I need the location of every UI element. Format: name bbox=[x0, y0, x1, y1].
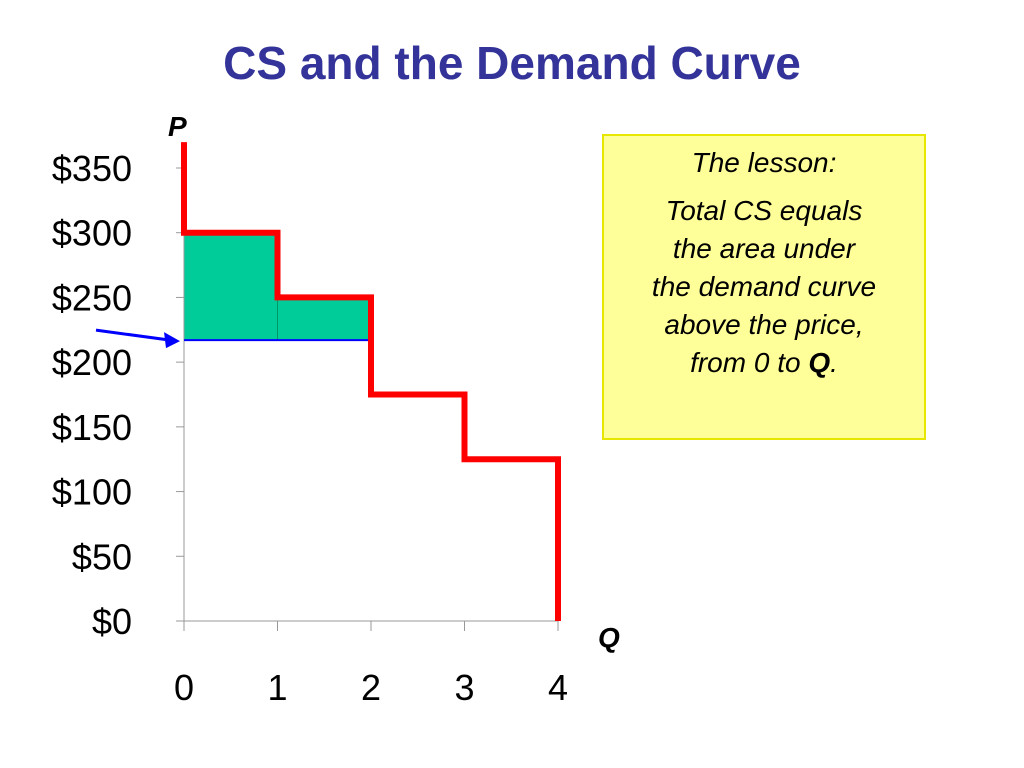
y-tick-label: $150 bbox=[52, 407, 132, 448]
demand-curve bbox=[181, 142, 561, 621]
lesson-line: the area under bbox=[672, 233, 856, 264]
x-tick-label: 0 bbox=[174, 667, 194, 708]
lesson-line: the demand curve bbox=[651, 271, 877, 302]
lesson-box: The lesson: Total CS equals the area und… bbox=[602, 134, 926, 440]
x-axis-label: Q bbox=[598, 622, 620, 653]
slide-title: CS and the Demand Curve bbox=[223, 37, 801, 89]
x-tick-label: 1 bbox=[267, 667, 287, 708]
axes bbox=[176, 159, 559, 631]
y-tick-label: $100 bbox=[52, 472, 132, 513]
demand-curve-layer bbox=[95, 142, 561, 621]
y-tick-label: $350 bbox=[52, 148, 132, 189]
x-tick-label: 3 bbox=[454, 667, 474, 708]
tick-labels: $0 $50 $100 $150 $200 $250 $300 $350 0 1 2 3 4 bbox=[52, 148, 568, 708]
lesson-last-prefix: from 0 to bbox=[690, 347, 809, 378]
lesson-heading: The lesson: bbox=[691, 147, 837, 178]
y-tick-label: $250 bbox=[52, 277, 132, 318]
y-axis-label: P bbox=[168, 111, 187, 142]
x-tick-label: 2 bbox=[361, 667, 381, 708]
lesson-last-suffix: . bbox=[830, 347, 838, 378]
lesson-line: Total CS equals bbox=[665, 195, 863, 226]
cs-area-bar bbox=[184, 232, 278, 341]
price-arrow-shaft bbox=[95, 328, 171, 342]
y-tick-label: $50 bbox=[72, 536, 132, 577]
x-tick-label: 4 bbox=[548, 667, 568, 708]
lesson-q-emphasis: Q bbox=[808, 347, 831, 378]
lesson-line-last: from 0 to Q. bbox=[604, 344, 924, 382]
y-tick-label: $300 bbox=[52, 213, 132, 254]
y-tick-label: $200 bbox=[52, 342, 132, 383]
lesson-line: above the price, bbox=[664, 309, 864, 340]
cs-area-layer bbox=[184, 232, 371, 341]
y-tick-label: $0 bbox=[92, 601, 132, 642]
price-arrow-head bbox=[164, 332, 180, 349]
cs-area-bar bbox=[277, 297, 371, 341]
